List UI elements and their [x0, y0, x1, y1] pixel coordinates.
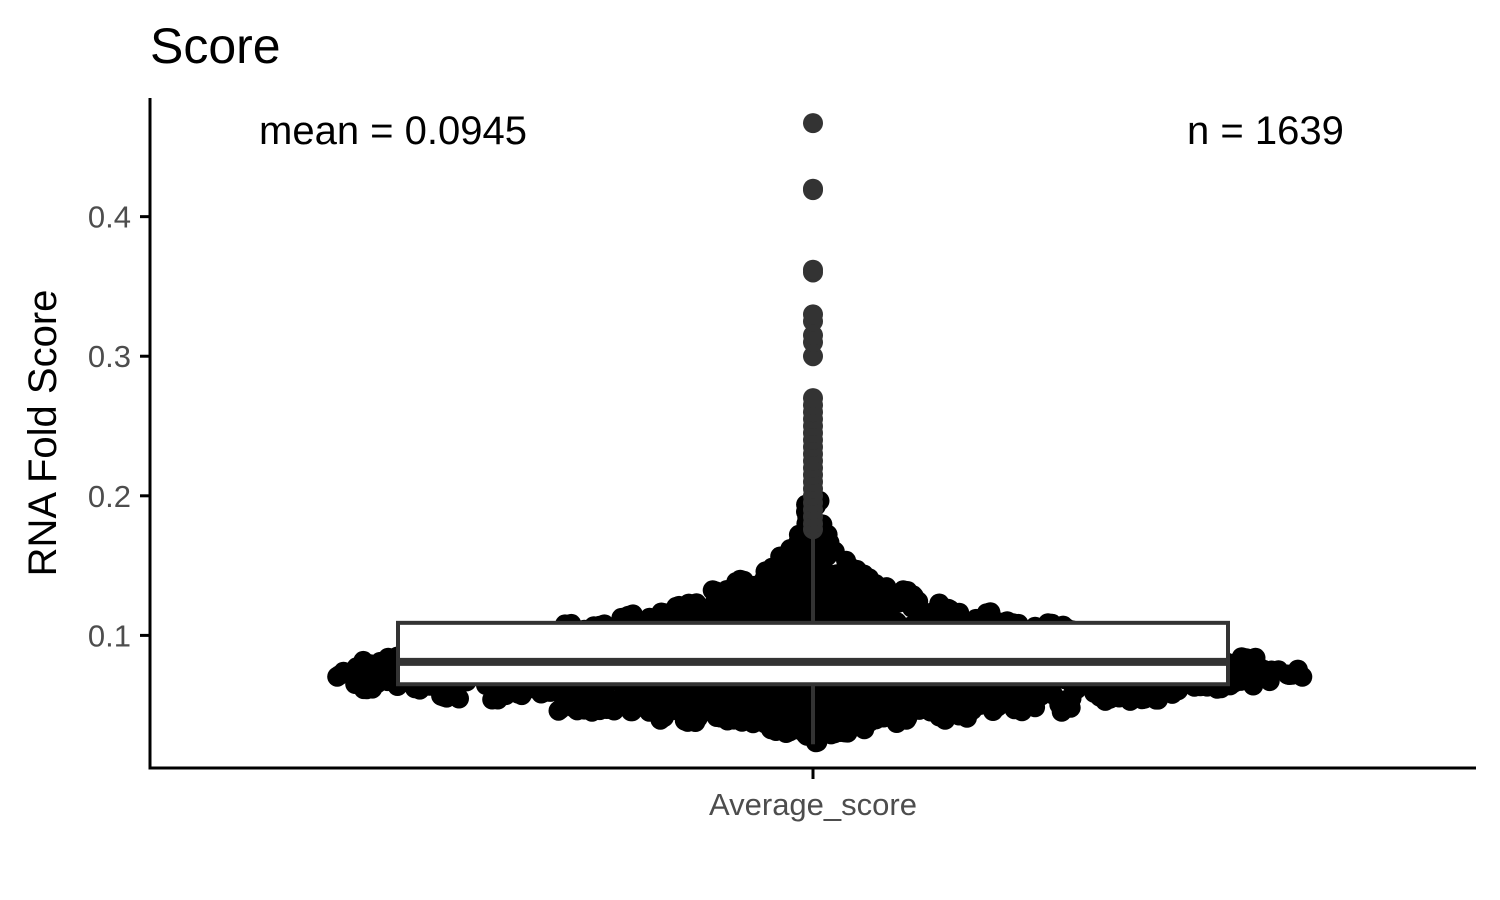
outlier-point: [803, 259, 823, 280]
y-tick-label: 0.4: [88, 200, 131, 235]
box-iqr: [396, 620, 1230, 687]
data-point: [358, 656, 379, 677]
data-point: [487, 689, 508, 710]
outlier-point: [803, 346, 823, 367]
data-point: [1287, 659, 1308, 680]
chart-title: Score: [150, 18, 281, 74]
data-point: [1095, 690, 1116, 711]
data-point: [721, 599, 741, 620]
outlier-point: [803, 113, 823, 134]
y-tick-label: 0.1: [88, 618, 131, 653]
data-point: [876, 577, 897, 598]
outlier-point: [803, 388, 823, 409]
outlier-points: [803, 113, 823, 540]
data-point: [892, 588, 913, 608]
boxplot: [396, 532, 1230, 745]
x-ticks: Average_score: [709, 768, 917, 822]
data-point: [739, 577, 760, 598]
outlier-point: [803, 304, 823, 325]
data-point: [669, 595, 690, 616]
data-point: [1243, 648, 1264, 669]
y-ticks: 0.1 0.2 0.3 0.4: [88, 200, 150, 653]
n-annotation: n = 1639: [1187, 109, 1344, 153]
data-point: [380, 665, 401, 686]
outlier-point: [803, 178, 823, 199]
x-tick-label: Average_score: [709, 787, 917, 822]
y-axis-label: RNA Fold Score: [21, 290, 65, 577]
data-point: [329, 665, 350, 686]
data-point: [596, 690, 617, 711]
y-tick-label: 0.3: [88, 339, 131, 374]
outlier-point: [803, 325, 823, 346]
y-tick-label: 0.2: [88, 479, 131, 514]
data-point: [686, 594, 707, 615]
data-point: [929, 593, 950, 614]
mean-annotation: mean = 0.0945: [259, 109, 527, 153]
